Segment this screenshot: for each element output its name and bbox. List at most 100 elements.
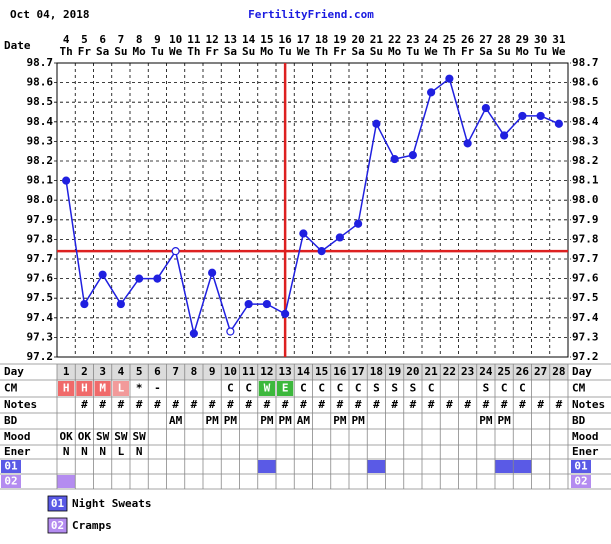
cell: # xyxy=(318,398,325,411)
cell: W xyxy=(264,382,271,395)
cell: N xyxy=(63,445,70,458)
cell: # xyxy=(300,398,307,411)
cell: # xyxy=(373,398,380,411)
date: 28 xyxy=(498,33,511,46)
y-tick-label-right: 98.4 xyxy=(572,115,599,128)
weekday: Su xyxy=(370,45,383,58)
weekday: Mo xyxy=(388,45,402,58)
cell: # xyxy=(136,398,143,411)
date: 5 xyxy=(81,33,88,46)
temperature-point xyxy=(463,139,472,148)
cell: AM xyxy=(169,414,183,427)
symptom-block xyxy=(367,460,386,473)
y-tick-label: 97.5 xyxy=(27,291,54,304)
weekday: We xyxy=(552,45,566,58)
day-number: 2 xyxy=(81,365,88,378)
day-number: 15 xyxy=(315,365,328,378)
cell: AM xyxy=(297,414,311,427)
symptom-code-bg xyxy=(1,475,21,488)
symptom-block xyxy=(57,475,76,488)
day-number: 26 xyxy=(516,365,530,378)
legend-code: 01 xyxy=(51,497,65,510)
cell: PM xyxy=(224,414,238,427)
cell: # xyxy=(81,398,88,411)
temperature-point xyxy=(226,327,235,336)
cell: C xyxy=(355,382,362,395)
y-tick-label: 97.2 xyxy=(27,350,54,363)
cell: S xyxy=(483,382,490,395)
cell: SW xyxy=(133,430,147,443)
day-number: 13 xyxy=(279,365,292,378)
day-number: 23 xyxy=(461,365,474,378)
weekday: Fr xyxy=(333,45,347,58)
cell: # xyxy=(282,398,289,411)
temperature-point xyxy=(135,274,144,283)
weekday: Sa xyxy=(224,45,237,58)
day-number: 25 xyxy=(498,365,511,378)
row-label: Notes xyxy=(4,398,37,411)
weekday: Sa xyxy=(96,45,109,58)
day-number: 19 xyxy=(388,365,401,378)
cell: C xyxy=(428,382,435,395)
cell: C xyxy=(227,382,234,395)
temperature-point xyxy=(262,299,271,309)
day-number: 14 xyxy=(297,365,311,378)
symptom-code: 01 xyxy=(4,460,18,473)
cell: # xyxy=(556,398,563,411)
y-tick-label: 98.0 xyxy=(27,193,54,206)
date: 11 xyxy=(187,33,201,46)
symptom-code-right-bg xyxy=(571,460,591,473)
cell: # xyxy=(172,398,179,411)
date: 4 xyxy=(63,33,70,46)
y-tick-label-right: 97.2 xyxy=(572,350,599,363)
cell: # xyxy=(227,398,234,411)
weekday: Sa xyxy=(352,45,365,58)
cell: # xyxy=(154,398,161,411)
cell: OK xyxy=(78,430,92,443)
date: 6 xyxy=(99,33,106,46)
weekday: Tu xyxy=(406,45,419,58)
temperature-point xyxy=(390,154,399,164)
y-tick-label-right: 97.8 xyxy=(572,232,599,245)
y-tick-label-right: 97.4 xyxy=(572,311,599,324)
y-tick-label-right: 97.9 xyxy=(572,213,599,226)
date: 23 xyxy=(406,33,419,46)
cell: L xyxy=(118,382,125,395)
temperature-point xyxy=(317,247,326,256)
temperature-point xyxy=(208,268,217,277)
weekday: Tu xyxy=(279,45,292,58)
cell: PM xyxy=(279,414,293,427)
cell: SW xyxy=(96,430,110,443)
cm-highlight xyxy=(277,381,294,396)
cell: C xyxy=(318,382,325,395)
cell: S xyxy=(373,382,380,395)
date: 7 xyxy=(118,33,125,46)
cell: # xyxy=(355,398,362,411)
cell: - xyxy=(154,382,161,395)
weekday: Th xyxy=(443,45,456,58)
weekday: Th xyxy=(187,45,200,58)
cell: S xyxy=(391,382,398,395)
weekday: We xyxy=(169,45,183,58)
row-label: Ener xyxy=(4,445,31,458)
y-tick-label-right: 97.6 xyxy=(572,272,599,285)
weekday: Fr xyxy=(206,45,220,58)
weekday: Tu xyxy=(534,45,547,58)
day-number: 5 xyxy=(136,365,143,378)
legend-swatch xyxy=(47,517,68,534)
legend-name: Night Sweats xyxy=(72,497,151,510)
weekday: Mo xyxy=(133,45,147,58)
cell: PM xyxy=(479,414,493,427)
weekday: Mo xyxy=(260,45,274,58)
cell: OK xyxy=(60,430,74,443)
row-label: CM xyxy=(4,382,18,395)
cell: # xyxy=(191,398,198,411)
row-label-right: BD xyxy=(572,414,586,427)
date: 19 xyxy=(333,33,346,46)
weekday: Fr xyxy=(78,45,92,58)
temperature-point xyxy=(518,111,527,121)
day-number: 22 xyxy=(443,365,456,378)
temperature-point xyxy=(189,329,198,338)
date: 15 xyxy=(260,33,273,46)
